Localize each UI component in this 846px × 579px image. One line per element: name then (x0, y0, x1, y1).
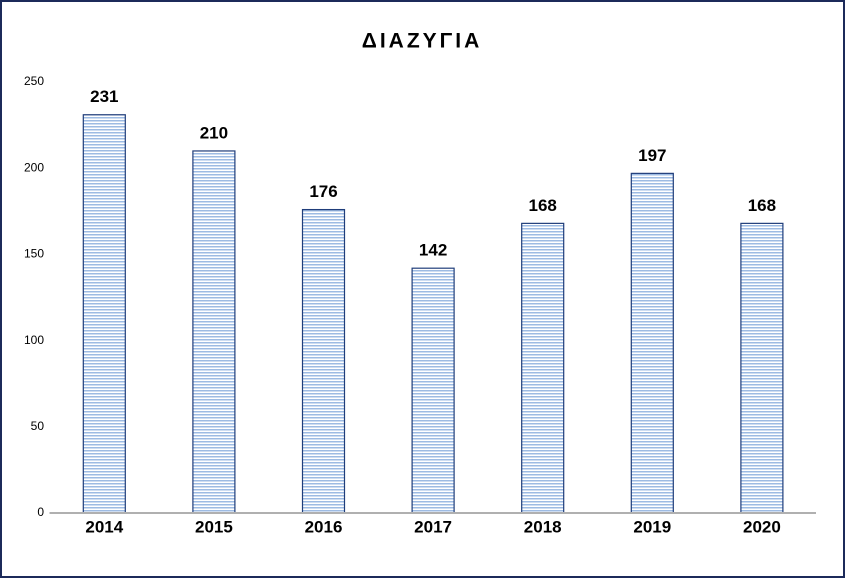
x-tick-label: 2015 (195, 517, 233, 536)
data-label: 176 (309, 182, 337, 201)
x-tick-label: 2018 (524, 517, 562, 536)
chart-title: ΔΙΑΖΥΓΙΑ (362, 30, 483, 53)
x-tick-label: 2016 (305, 517, 343, 536)
y-tick-label: 250 (24, 74, 44, 88)
y-tick-label: 50 (31, 419, 45, 433)
data-label: 168 (748, 196, 776, 215)
bar (630, 172, 674, 514)
data-label: 210 (200, 123, 228, 142)
y-tick-label: 200 (24, 160, 44, 174)
y-tick-label: 0 (37, 505, 44, 519)
bar (301, 208, 346, 514)
x-tick-label: 2019 (633, 517, 671, 536)
data-label: 142 (419, 241, 447, 260)
data-label: 168 (529, 196, 557, 215)
y-tick-label: 150 (24, 247, 44, 261)
bar (82, 114, 126, 514)
bar (740, 222, 784, 514)
bar (411, 267, 455, 514)
data-label: 197 (638, 146, 666, 165)
y-tick-label: 100 (24, 333, 44, 347)
x-tick-label: 2014 (85, 517, 123, 536)
x-tick-label: 2017 (414, 517, 452, 536)
data-label: 231 (90, 87, 118, 106)
x-tick-label: 2020 (743, 517, 781, 536)
bar (521, 222, 565, 514)
bar (192, 150, 236, 514)
